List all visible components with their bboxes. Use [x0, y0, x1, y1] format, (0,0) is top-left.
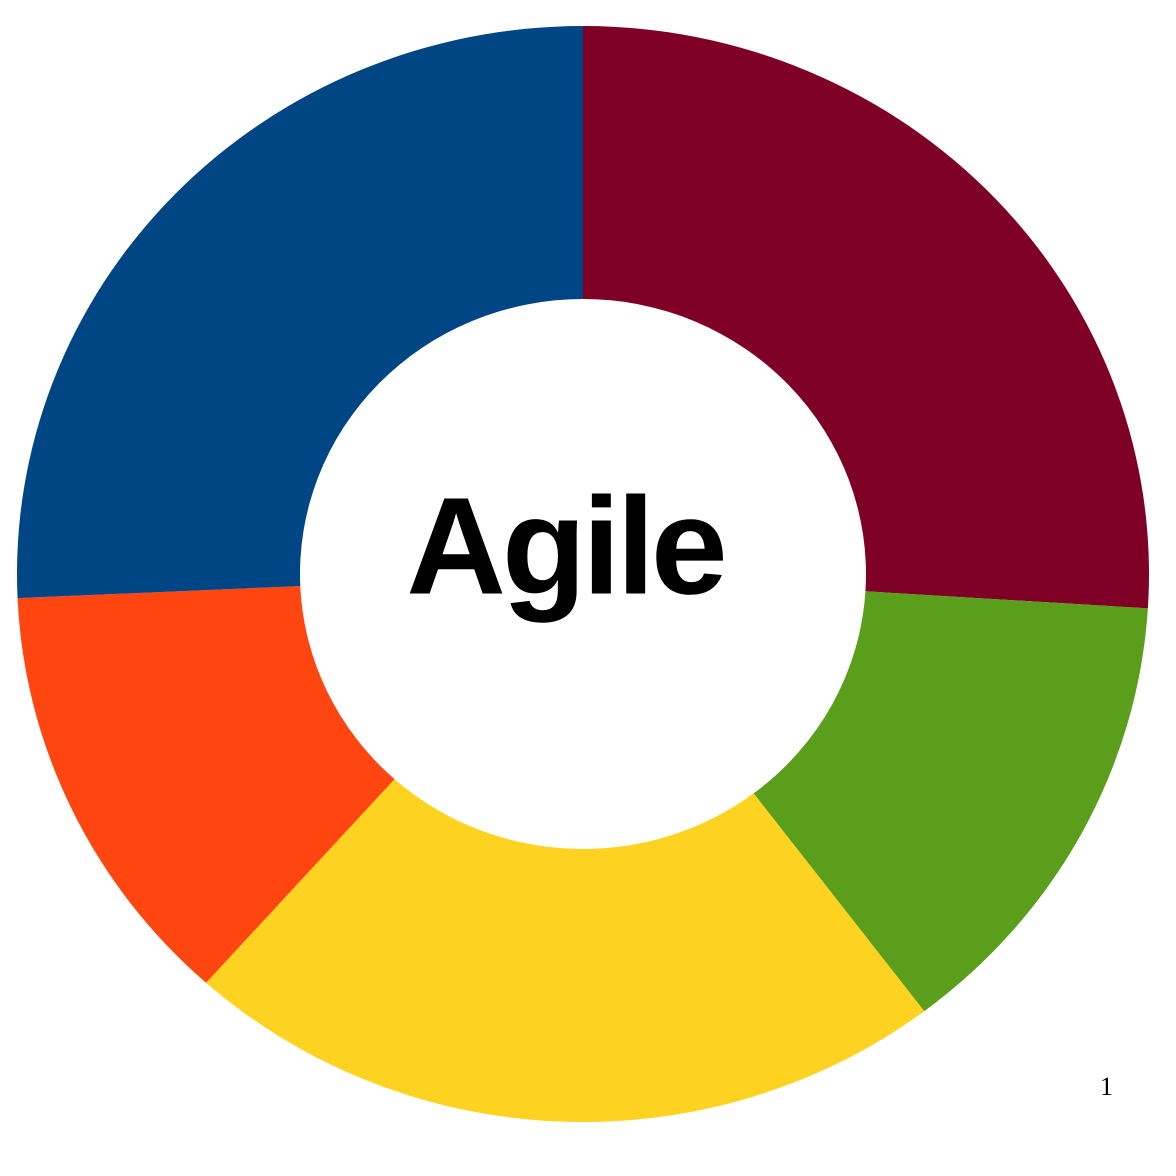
donut-segment-2: [753, 591, 1148, 1012]
donut-segment-1: [583, 26, 1149, 609]
donut-segment-3: [206, 779, 925, 1122]
donut-segment-4: [17, 586, 395, 983]
donut-center-label: Agile: [406, 469, 724, 623]
donut-segments: [16, 26, 1149, 1122]
page-number: 1: [1100, 1072, 1113, 1101]
donut-segment-5: [16, 26, 583, 599]
